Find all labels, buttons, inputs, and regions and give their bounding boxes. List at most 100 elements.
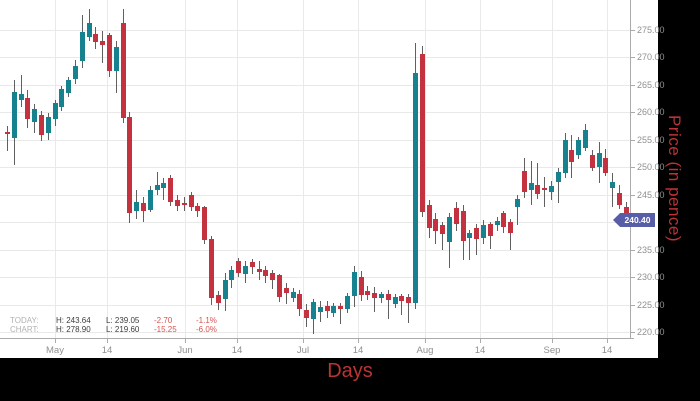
- candle-wick: [408, 293, 409, 324]
- gridline-horizontal: [0, 139, 630, 141]
- candle-down: [236, 260, 241, 273]
- y-axis-tick-label: 230.00: [637, 272, 665, 283]
- candle-up: [148, 189, 153, 211]
- gridline-vertical: [237, 0, 238, 338]
- candle-wick: [442, 221, 443, 251]
- candle-down: [5, 132, 10, 135]
- candle-up: [597, 152, 602, 167]
- candle-down: [420, 54, 425, 212]
- candle-up: [393, 296, 398, 304]
- ohlc-info-panel: TODAY: H: 243.64 L: 239.05 -2.70 -1.1% C…: [10, 316, 217, 335]
- candle-wick: [476, 224, 477, 255]
- candle-down: [107, 35, 112, 72]
- candle-down: [168, 178, 173, 203]
- chart-panel: 275.00 270.00 265.00 260.00 255.00 250.00 245.…: [0, 0, 665, 358]
- candle-wick: [401, 293, 402, 315]
- candle-up: [19, 93, 24, 100]
- candle-down: [406, 296, 411, 303]
- candle-down: [508, 222, 513, 234]
- gridline-vertical: [55, 0, 56, 338]
- candle-down: [270, 273, 275, 281]
- candle-wick: [286, 282, 287, 305]
- y-axis-tick-label: 235.00: [637, 244, 665, 255]
- gridline-horizontal: [0, 84, 630, 86]
- candle-up: [447, 217, 452, 242]
- candle-up: [481, 225, 486, 239]
- y-axis-tick-label: 265.00: [637, 79, 665, 90]
- candle-up: [583, 129, 588, 149]
- candle-up: [556, 172, 561, 183]
- x-axis-tick: [107, 339, 108, 343]
- x-axis-tick: [552, 339, 553, 343]
- candle-down: [25, 98, 30, 119]
- candle-up: [229, 270, 234, 281]
- x-axis-tick: [480, 339, 481, 343]
- candle-down: [542, 188, 547, 191]
- candle-down: [325, 305, 330, 311]
- candle-up: [467, 232, 472, 239]
- candle-down: [304, 309, 309, 318]
- today-change: -2.70: [154, 316, 173, 325]
- candle-down: [39, 114, 44, 135]
- y-axis-tick-label: 270.00: [637, 52, 665, 63]
- x-axis-tick: [358, 339, 359, 343]
- candle-down: [365, 291, 370, 295]
- candle-up: [243, 265, 248, 275]
- candle-up: [12, 92, 17, 139]
- candle-up: [311, 302, 316, 320]
- candle-down: [603, 158, 608, 174]
- x-axis-tick-label: 14: [231, 345, 243, 356]
- candle-up: [318, 306, 323, 313]
- gridline-horizontal: [0, 30, 630, 31]
- candle-wick: [340, 303, 341, 325]
- candle-down: [569, 149, 574, 162]
- x-axis-tick-label: May: [46, 345, 64, 356]
- candle-wick: [163, 178, 164, 201]
- x-axis-tick: [303, 339, 304, 343]
- candle-down: [277, 275, 282, 297]
- info-row-chart: CHART: H: 278.90 L: 219.60 -15.25 -6.0%: [10, 324, 217, 335]
- gridline-horizontal: [0, 194, 630, 196]
- y-axis-tick-label: 245.00: [637, 189, 665, 200]
- candle-down: [535, 185, 540, 194]
- today-label: TODAY:: [10, 316, 39, 325]
- x-axis-title: Days: [327, 360, 373, 382]
- y-axis-tick-label: 220.00: [637, 326, 665, 337]
- candle-wick: [374, 287, 375, 313]
- last-price-badge: 240.40: [613, 213, 655, 227]
- x-axis-tick: [185, 339, 186, 343]
- candle-up: [413, 72, 418, 304]
- candle-down: [488, 224, 493, 237]
- y-axis-tick-label: 260.00: [637, 107, 665, 118]
- candle-down: [386, 293, 391, 300]
- chart-change: -15.25: [154, 324, 177, 334]
- candle-down: [257, 268, 262, 273]
- x-axis-tick-label: 14: [474, 345, 486, 356]
- candle-up: [134, 201, 139, 212]
- x-axis-tick-label: Sep: [543, 345, 561, 356]
- y-axis-tick: [631, 139, 635, 141]
- candle-down: [433, 218, 438, 232]
- gridline-vertical: [107, 0, 108, 338]
- candle-down: [617, 192, 622, 206]
- x-axis-tick-label: 14: [101, 345, 113, 356]
- candle-wick: [537, 163, 538, 200]
- y-axis-tick: [631, 249, 635, 251]
- gridline-horizontal: [0, 277, 630, 279]
- candle-down: [427, 205, 432, 229]
- candle-up: [331, 305, 336, 313]
- info-row-today: TODAY: H: 243.64 L: 239.05 -2.70 -1.1%: [10, 316, 217, 326]
- candle-down: [195, 205, 200, 212]
- candle-down: [359, 276, 364, 296]
- gridline-horizontal: [0, 331, 630, 333]
- plot-area[interactable]: 275.00 270.00 265.00 260.00 255.00 250.00 245.…: [0, 0, 665, 356]
- gridline-horizontal: [0, 249, 630, 251]
- x-axis-tick-label: 14: [352, 345, 364, 356]
- candle-wick: [102, 30, 103, 64]
- y-axis-tick: [631, 30, 635, 31]
- candle-up: [529, 183, 534, 191]
- candle-down: [141, 202, 146, 212]
- candle-up: [563, 139, 568, 174]
- y-axis-tick-label: 225.00: [637, 299, 665, 310]
- y-axis-tick: [631, 304, 635, 306]
